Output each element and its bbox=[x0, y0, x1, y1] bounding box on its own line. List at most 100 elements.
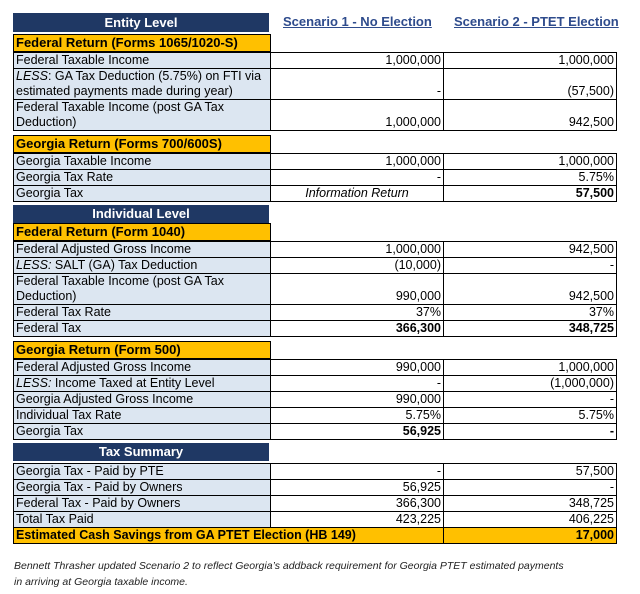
row-label: LESS: SALT (GA) Tax Deduction bbox=[13, 257, 271, 274]
savings-label: Estimated Cash Savings from GA PTET Elec… bbox=[13, 527, 444, 544]
row-label: Georgia Tax - Paid by PTE bbox=[13, 463, 271, 480]
row-label: Georgia Tax Rate bbox=[13, 169, 271, 186]
row-label-text: Income Taxed at Entity Level bbox=[51, 376, 215, 391]
table-row: LESS: GA Tax Deduction (5.75%) on FTI vi… bbox=[13, 68, 617, 100]
scenario2-header: Scenario 2 - PTET Election bbox=[454, 14, 619, 29]
scenario1-value: 366,300 bbox=[270, 495, 444, 512]
scenario2-value: 5.75% bbox=[443, 169, 617, 186]
scenario2-value: 57,500 bbox=[443, 463, 617, 480]
row-label: LESS: Income Taxed at Entity Level bbox=[13, 375, 271, 392]
scenario2-value: (57,500) bbox=[443, 68, 617, 100]
table-row: Federal Taxable Income (post GA Tax Dedu… bbox=[13, 273, 617, 305]
table-row: Georgia Tax Rate - 5.75% bbox=[13, 169, 617, 186]
individual-section: Individual Level Federal Return (Form 10… bbox=[13, 205, 624, 337]
row-label: Federal Tax Rate bbox=[13, 304, 271, 321]
individual-georgia-table: Federal Adjusted Gross Income 990,000 1,… bbox=[13, 359, 617, 440]
scenario1-value: 1,000,000 bbox=[270, 52, 444, 69]
scenario1-value: - bbox=[270, 463, 444, 480]
individual-federal-table: Federal Adjusted Gross Income 1,000,000 … bbox=[13, 241, 617, 337]
scenario1-value: 990,000 bbox=[270, 273, 444, 305]
table-row: Georgia Taxable Income 1,000,000 1,000,0… bbox=[13, 153, 617, 170]
row-label: Federal Tax bbox=[13, 320, 271, 337]
individual-federal-title: Federal Return (Form 1040) bbox=[13, 223, 271, 241]
scenario2-value: 348,725 bbox=[443, 495, 617, 512]
row-label: Georgia Tax bbox=[13, 185, 271, 202]
scenario2-value: 942,500 bbox=[443, 99, 617, 131]
scenario1-value: 1,000,000 bbox=[270, 99, 444, 131]
scenario1-value: 423,225 bbox=[270, 511, 444, 528]
scenario1-value: - bbox=[270, 375, 444, 392]
table-row: Federal Adjusted Gross Income 1,000,000 … bbox=[13, 241, 617, 258]
scenario2-value: 942,500 bbox=[443, 273, 617, 305]
row-label: LESS: GA Tax Deduction (5.75%) on FTI vi… bbox=[13, 68, 271, 100]
scenario1-value: Information Return bbox=[270, 185, 444, 202]
table-row: Georgia Adjusted Gross Income 990,000 - bbox=[13, 391, 617, 408]
row-label-text: SALT (GA) Tax Deduction bbox=[51, 258, 198, 273]
row-label: Federal Taxable Income bbox=[13, 52, 271, 69]
scenario2-value: - bbox=[443, 257, 617, 274]
row-label: Federal Adjusted Gross Income bbox=[13, 241, 271, 258]
scenario2-value: 37% bbox=[443, 304, 617, 321]
scenario1-value: 56,925 bbox=[270, 423, 444, 440]
entity-level-header: Entity Level bbox=[13, 13, 269, 32]
table-row: Federal Adjusted Gross Income 990,000 1,… bbox=[13, 359, 617, 376]
entity-georgia-table: Georgia Taxable Income 1,000,000 1,000,0… bbox=[13, 153, 617, 202]
individual-level-title: Individual Level bbox=[13, 205, 269, 223]
table-row: Georgia Tax - Paid by Owners 56,925 - bbox=[13, 479, 617, 496]
row-label: Georgia Tax bbox=[13, 423, 271, 440]
individual-georgia-title: Georgia Return (Form 500) bbox=[13, 341, 271, 359]
row-label: Federal Tax - Paid by Owners bbox=[13, 495, 271, 512]
scenario2-value: 942,500 bbox=[443, 241, 617, 258]
scenario2-value: 1,000,000 bbox=[443, 153, 617, 170]
scenario1-value: 1,000,000 bbox=[270, 153, 444, 170]
entity-federal-table: Federal Taxable Income 1,000,000 1,000,0… bbox=[13, 52, 617, 131]
table-row: Federal Taxable Income (post GA Tax Dedu… bbox=[13, 99, 617, 131]
scenario2-value: - bbox=[443, 479, 617, 496]
table-row: Total Tax Paid 423,225 406,225 bbox=[13, 511, 617, 528]
scenario2-value: 406,225 bbox=[443, 511, 617, 528]
table-row: Federal Tax - Paid by Owners 366,300 348… bbox=[13, 495, 617, 512]
ptet-comparison-table: Entity Level Scenario 1 - No Election Sc… bbox=[10, 10, 624, 544]
row-label: Federal Taxable Income (post GA Tax Dedu… bbox=[13, 273, 271, 305]
scenario1-value: - bbox=[270, 68, 444, 100]
table-row: Individual Tax Rate 5.75% 5.75% bbox=[13, 407, 617, 424]
scenario1-value: 990,000 bbox=[270, 391, 444, 408]
scenario1-value: 56,925 bbox=[270, 479, 444, 496]
row-label: Individual Tax Rate bbox=[13, 407, 271, 424]
less-prefix: LESS: bbox=[16, 376, 52, 391]
entity-georgia-title: Georgia Return (Forms 700/600S) bbox=[13, 135, 271, 153]
scenario2-value: 5.75% bbox=[443, 407, 617, 424]
scenario2-value: 348,725 bbox=[443, 320, 617, 337]
table-row: Georgia Tax - Paid by PTE - 57,500 bbox=[13, 463, 617, 480]
row-label: Georgia Taxable Income bbox=[13, 153, 271, 170]
row-label: Federal Taxable Income (post GA Tax Dedu… bbox=[13, 99, 271, 131]
table-row: Georgia Tax 56,925 - bbox=[13, 423, 617, 440]
scenario1-value: 1,000,000 bbox=[270, 241, 444, 258]
row-label: Georgia Tax - Paid by Owners bbox=[13, 479, 271, 496]
individual-georgia-section: Georgia Return (Form 500) Federal Adjust… bbox=[13, 341, 624, 440]
tax-summary-table: Georgia Tax - Paid by PTE - 57,500 Georg… bbox=[13, 463, 617, 544]
table-row: LESS: Income Taxed at Entity Level - (1,… bbox=[13, 375, 617, 392]
scenario2-value: 1,000,000 bbox=[443, 359, 617, 376]
scenario1-value: - bbox=[270, 169, 444, 186]
scenario2-value: - bbox=[443, 423, 617, 440]
scenario1-value: 990,000 bbox=[270, 359, 444, 376]
row-label: Federal Adjusted Gross Income bbox=[13, 359, 271, 376]
table-row: Federal Tax 366,300 348,725 bbox=[13, 320, 617, 337]
less-prefix: LESS: bbox=[16, 258, 52, 273]
savings-row: Estimated Cash Savings from GA PTET Elec… bbox=[13, 527, 617, 544]
table-row: LESS: SALT (GA) Tax Deduction (10,000) - bbox=[13, 257, 617, 274]
scenario1-value: 366,300 bbox=[270, 320, 444, 337]
table-row: Federal Taxable Income 1,000,000 1,000,0… bbox=[13, 52, 617, 69]
scenario1-value: 5.75% bbox=[270, 407, 444, 424]
entity-federal-section: Federal Return (Forms 1065/1020-S) Feder… bbox=[13, 34, 624, 131]
footnote: Bennett Thrasher updated Scenario 2 to r… bbox=[14, 560, 564, 588]
scenario2-value: - bbox=[443, 391, 617, 408]
scenario1-header: Scenario 1 - No Election bbox=[283, 14, 432, 29]
tax-summary-title: Tax Summary bbox=[13, 443, 269, 461]
row-label: Total Tax Paid bbox=[13, 511, 271, 528]
column-header-row: Entity Level Scenario 1 - No Election Sc… bbox=[10, 10, 624, 34]
scenario2-value: 57,500 bbox=[443, 185, 617, 202]
entity-georgia-section: Georgia Return (Forms 700/600S) Georgia … bbox=[13, 135, 624, 202]
row-label: Georgia Adjusted Gross Income bbox=[13, 391, 271, 408]
